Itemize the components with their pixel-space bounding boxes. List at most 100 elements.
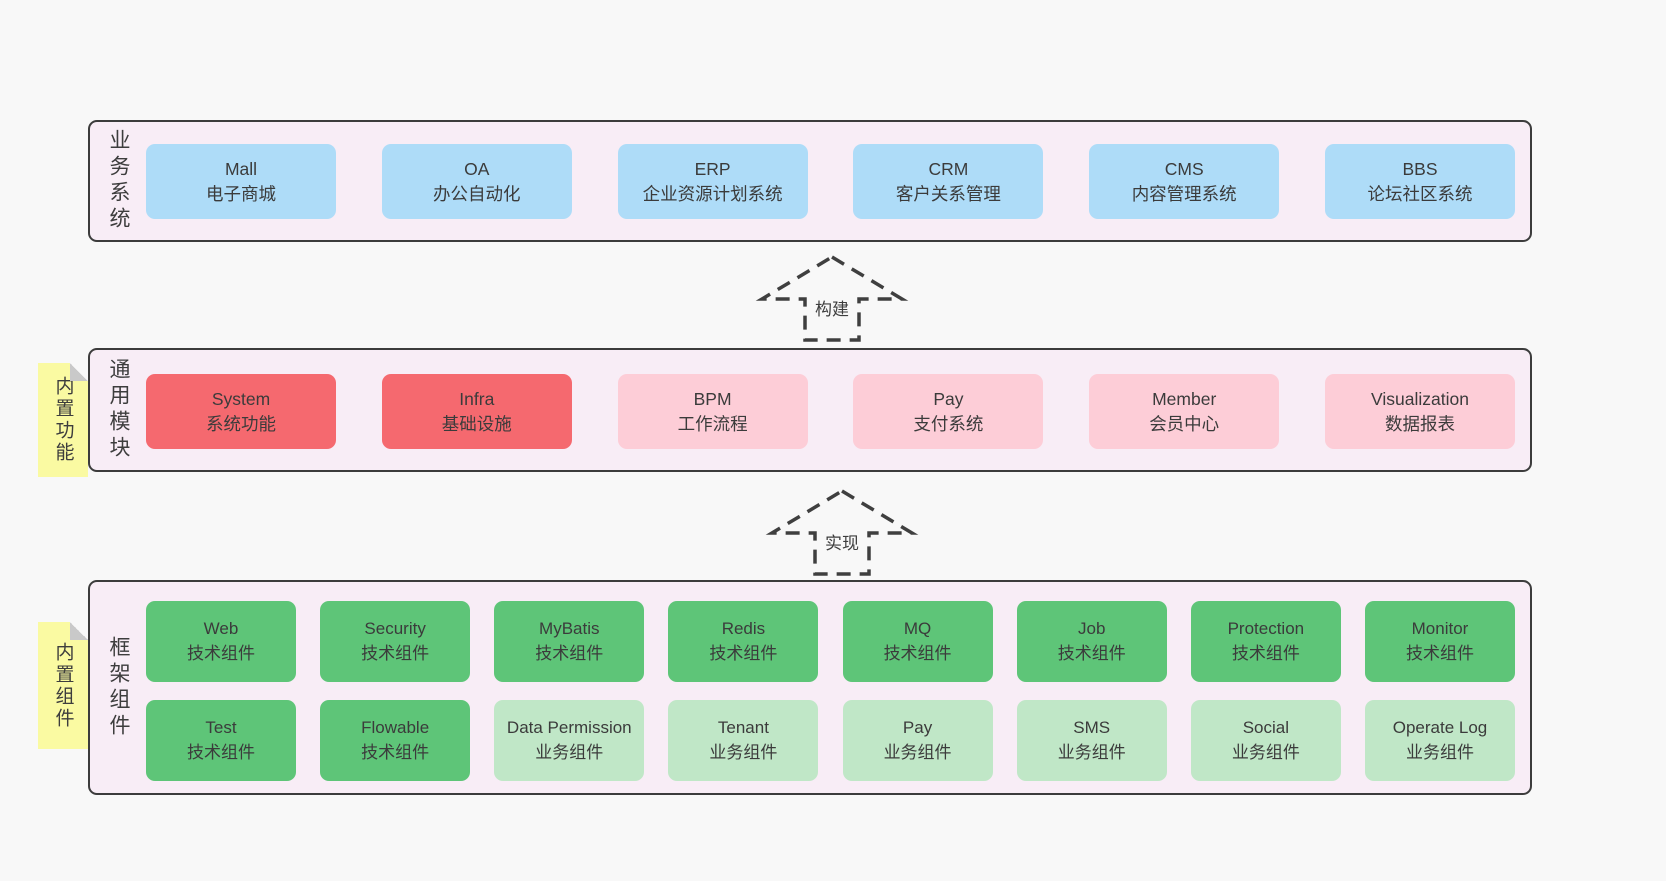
box-subtitle: 业务组件 — [1405, 742, 1474, 762]
box-mall: Mall 电子商城 — [146, 144, 336, 219]
box-title: Visualization — [1371, 388, 1469, 409]
sticky-note-builtin-features: 内置功能 — [38, 363, 88, 477]
box-subtitle: 技术组件 — [361, 643, 430, 663]
sticky-note-text: 内置组件 — [52, 641, 74, 730]
box-system: System 系统功能 — [146, 374, 336, 449]
box-title: Flowable — [361, 718, 430, 738]
box-member: Member 会员中心 — [1089, 374, 1280, 449]
panel-modules-label: 通用模块 — [107, 358, 130, 462]
box-subtitle: 业务组件 — [709, 742, 778, 762]
box-subtitle: 技术组件 — [535, 643, 604, 663]
box-title: Monitor — [1411, 619, 1469, 639]
sticky-note-builtin-components: 内置组件 — [38, 622, 88, 749]
box-title: Mall — [224, 158, 258, 179]
box-subtitle: 支付系统 — [913, 413, 984, 434]
box-subtitle: 技术组件 — [187, 742, 255, 762]
box-web: Web 技术组件 — [146, 601, 296, 682]
box-job: Job 技术组件 — [1016, 601, 1167, 682]
box-social: Social 业务组件 — [1190, 700, 1341, 781]
up-arrow-icon — [755, 254, 909, 342]
box-title: Tenant — [717, 718, 769, 738]
box-subtitle: 技术组件 — [1057, 643, 1126, 663]
box-pay-biz: Pay 业务组件 — [842, 700, 993, 781]
box-title: Protection — [1227, 619, 1305, 639]
box-subtitle: 技术组件 — [187, 643, 255, 663]
box-title: Pay — [902, 718, 933, 738]
up-arrow-icon — [765, 488, 919, 576]
box-monitor: Monitor 技术组件 — [1364, 601, 1515, 682]
box-subtitle: 论坛社区系统 — [1367, 183, 1473, 204]
box-title: Member — [1152, 388, 1217, 409]
box-subtitle: 业务组件 — [1057, 742, 1126, 762]
box-title: BBS — [1402, 158, 1438, 179]
box-title: MyBatis — [539, 619, 600, 639]
box-oa: OA 办公自动化 — [381, 144, 572, 219]
box-subtitle: 企业资源计划系统 — [642, 183, 783, 204]
box-subtitle: 电子商城 — [206, 183, 276, 204]
box-subtitle: 系统功能 — [206, 413, 276, 434]
box-bbs: BBS 论坛社区系统 — [1324, 144, 1515, 219]
box-subtitle: 业务组件 — [883, 742, 952, 762]
box-subtitle: 技术组件 — [1405, 643, 1474, 663]
box-operate-log: Operate Log 业务组件 — [1364, 700, 1515, 781]
components-box-row-1: Web 技术组件 Security 技术组件 MyBatis 技术组件 Redi… — [146, 601, 1515, 682]
box-subtitle: 技术组件 — [883, 643, 952, 663]
box-title: OA — [464, 158, 490, 179]
box-title: Redis — [721, 619, 766, 639]
box-flowable: Flowable 技术组件 — [320, 700, 471, 781]
panel-common-modules: 通用模块 System 系统功能 Infra 基础设施 BPM 工作流程 Pay… — [88, 348, 1532, 472]
arrow-build: 构建 — [752, 252, 912, 344]
box-crm: CRM 客户关系管理 — [853, 144, 1044, 219]
box-cms: CMS 内容管理系统 — [1089, 144, 1280, 219]
box-redis: Redis 技术组件 — [668, 601, 819, 682]
box-subtitle: 基础设施 — [441, 413, 512, 434]
sticky-note-text: 内置功能 — [52, 376, 74, 464]
box-subtitle: 业务组件 — [535, 742, 604, 762]
box-title: Social — [1242, 718, 1289, 738]
box-bpm: BPM 工作流程 — [617, 374, 808, 449]
box-title: Data Permission — [506, 718, 632, 738]
box-security: Security 技术组件 — [320, 601, 471, 682]
panel-components-label: 框架组件 — [107, 635, 130, 740]
box-mybatis: MyBatis 技术组件 — [494, 601, 645, 682]
panel-business-label: 业务系统 — [107, 129, 130, 233]
box-infra: Infra 基础设施 — [381, 374, 572, 449]
box-title: CRM — [928, 158, 969, 179]
box-subtitle: 工作流程 — [677, 413, 748, 434]
arrow-implement-label: 实现 — [822, 529, 862, 554]
box-subtitle: 技术组件 — [361, 742, 430, 762]
box-title: Job — [1077, 619, 1106, 639]
box-subtitle: 客户关系管理 — [895, 183, 1001, 204]
box-sms: SMS 业务组件 — [1016, 700, 1167, 781]
box-title: Test — [205, 718, 237, 738]
box-title: System — [211, 388, 271, 409]
box-title: SMS — [1073, 718, 1111, 738]
box-title: Operate Log — [1392, 718, 1488, 738]
box-title: CMS — [1164, 158, 1204, 179]
box-subtitle: 办公自动化 — [433, 183, 521, 204]
box-subtitle: 数据报表 — [1384, 413, 1455, 434]
box-pay: Pay 支付系统 — [853, 374, 1044, 449]
arrow-implement: 实现 — [762, 486, 922, 578]
box-protection: Protection 技术组件 — [1190, 601, 1341, 682]
box-tenant: Tenant 业务组件 — [668, 700, 819, 781]
box-title: BPM — [693, 388, 732, 409]
arrow-build-label: 构建 — [812, 295, 852, 320]
panel-business-systems: 业务系统 Mall 电子商城 OA 办公自动化 ERP 企业资源计划系统 CRM… — [88, 120, 1532, 242]
business-box-row: Mall 电子商城 OA 办公自动化 ERP 企业资源计划系统 CRM 客户关系… — [146, 144, 1515, 219]
box-title: Web — [203, 619, 239, 639]
box-visualization: Visualization 数据报表 — [1324, 374, 1515, 449]
box-title: Pay — [933, 388, 964, 409]
box-test: Test 技术组件 — [146, 700, 296, 781]
box-subtitle: 会员中心 — [1149, 413, 1220, 434]
box-subtitle: 技术组件 — [709, 643, 778, 663]
panel-framework-components: 框架组件 Web 技术组件 Security 技术组件 MyBatis 技术组件… — [88, 580, 1532, 795]
box-data-permission: Data Permission 业务组件 — [494, 700, 645, 781]
modules-box-row: System 系统功能 Infra 基础设施 BPM 工作流程 Pay 支付系统… — [146, 374, 1515, 449]
box-erp: ERP 企业资源计划系统 — [617, 144, 808, 219]
box-title: Infra — [459, 388, 495, 409]
box-subtitle: 内容管理系统 — [1131, 183, 1237, 204]
box-subtitle: 业务组件 — [1231, 742, 1300, 762]
box-subtitle: 技术组件 — [1231, 643, 1300, 663]
